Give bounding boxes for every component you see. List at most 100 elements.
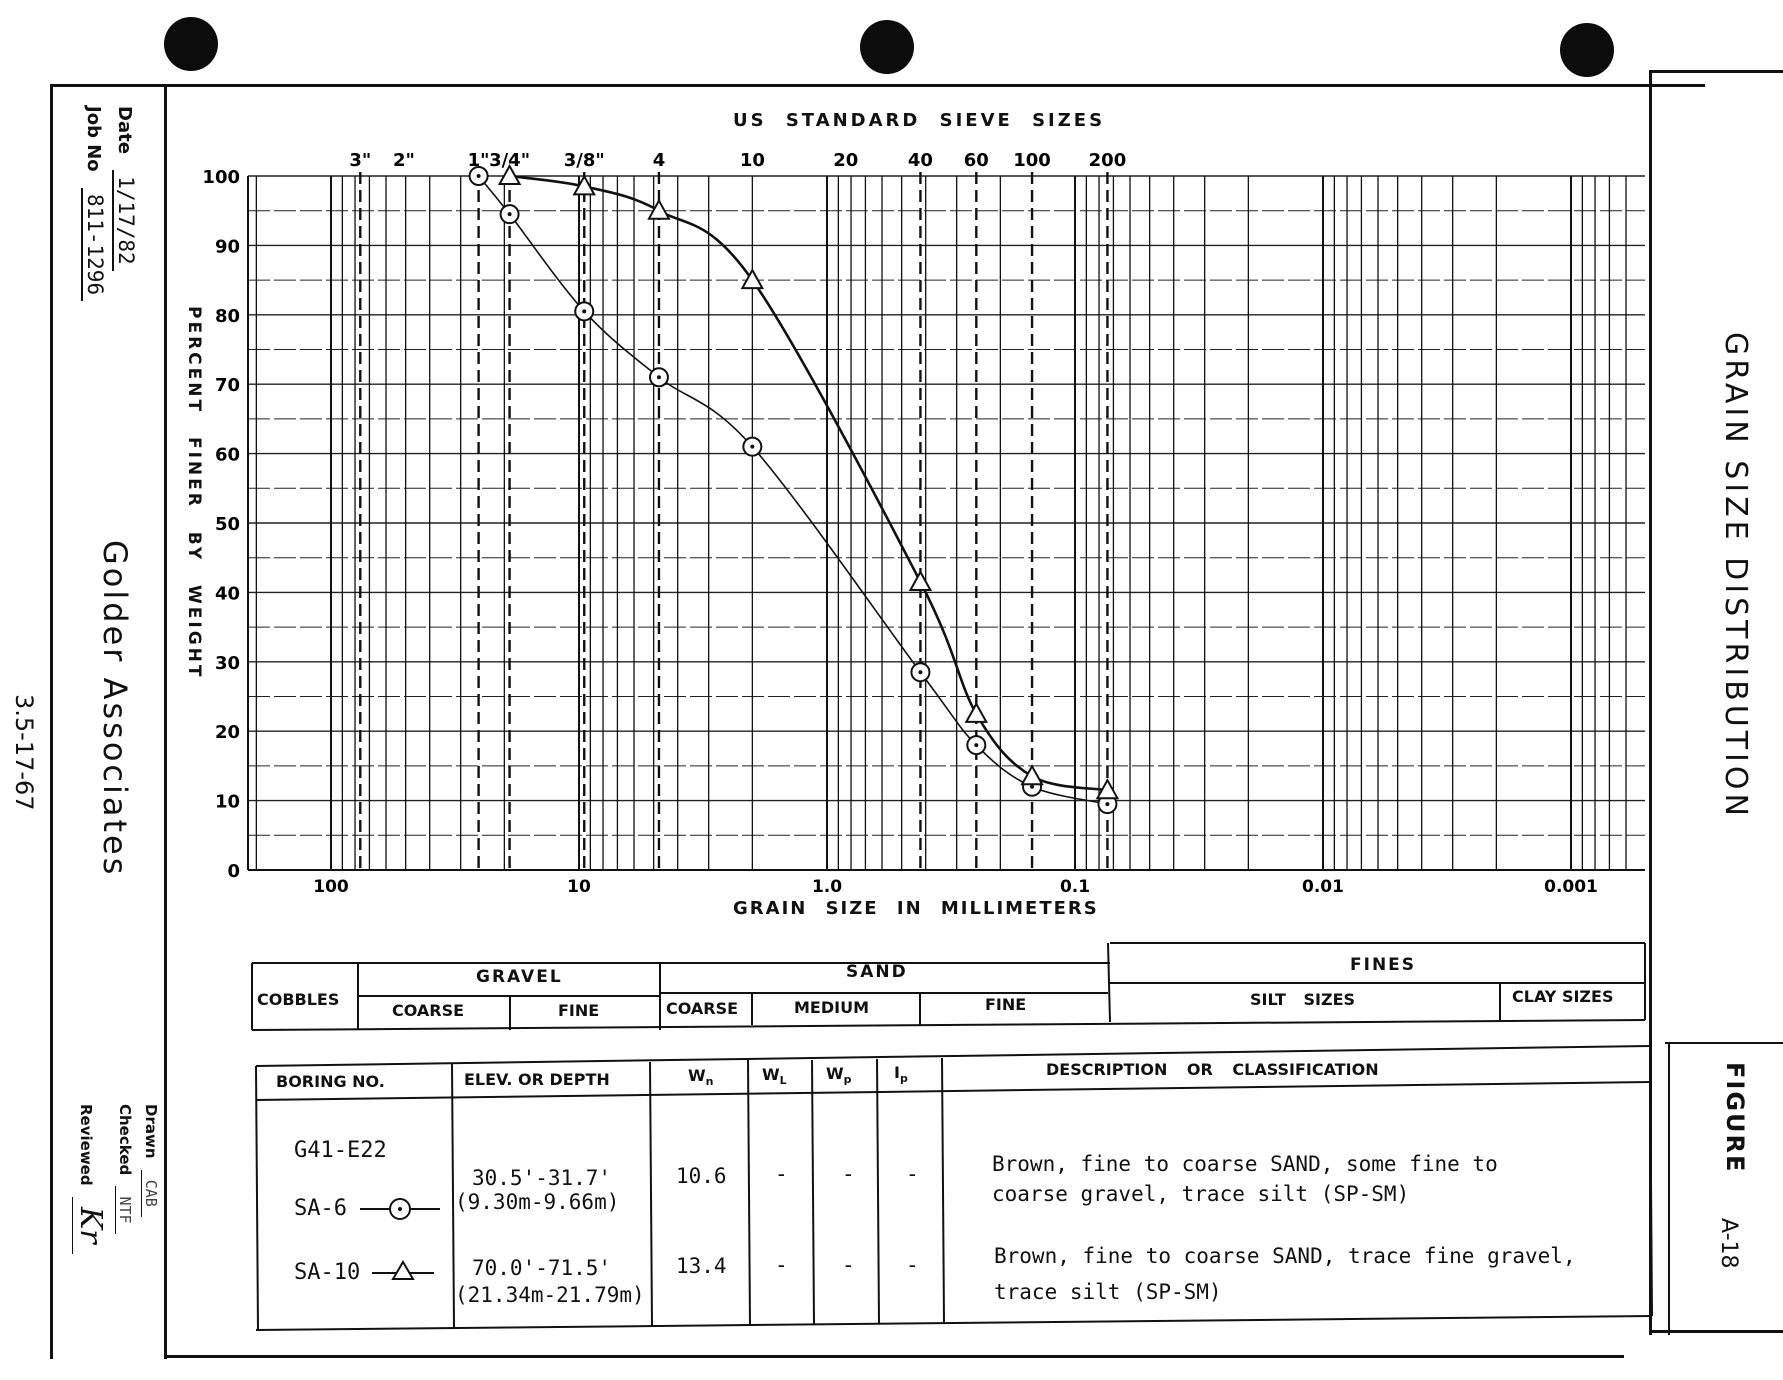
punch-hole-left: [164, 17, 218, 71]
x-tick-label: 1.0: [812, 877, 842, 897]
silt-sizes-label: SILT SIZES: [1250, 990, 1356, 1009]
y-tick-label: 90: [215, 236, 240, 257]
sa10-legend-symbol: [372, 1260, 434, 1280]
sheet-top-border: [50, 84, 1705, 87]
sa10-ip: -: [906, 1253, 919, 1277]
series-sa-6-point-dot: [507, 212, 512, 217]
series-sa-10-point: [908, 569, 933, 591]
series-sa-6-point-dot: [750, 444, 755, 449]
sa6-description-line2: coarse gravel, trace silt (SP-SM): [992, 1182, 1410, 1206]
y-tick-label: 0: [227, 861, 240, 882]
sample-sa6-id: SA-6: [294, 1196, 347, 1221]
sieve-label: 200: [1089, 150, 1127, 171]
header-boring-no: BORING NO.: [276, 1072, 385, 1091]
series-sa-10-point: [497, 163, 522, 185]
series-sa-6-point-dot: [1105, 802, 1110, 807]
y-tick-label: 20: [215, 722, 240, 743]
figure-block-left: [1668, 1042, 1670, 1335]
x-tick-label: 0.001: [1544, 877, 1598, 897]
sieve-label: 4: [653, 150, 666, 171]
header-wp-sub: p: [843, 1073, 852, 1087]
series-sa-10-point: [647, 198, 671, 220]
series-sa-10-line: [509, 174, 1108, 792]
sa6-wn: 10.6: [676, 1164, 727, 1188]
clay-sizes-label: CLAY SIZES: [1512, 987, 1614, 1006]
y-tick-label: 10: [215, 792, 240, 813]
sa10-elev-ft: 70.0'-71.5': [472, 1256, 612, 1280]
sa6-elev-ft: 30.5'-31.7': [472, 1166, 612, 1190]
header-description: DESCRIPTION OR CLASSIFICATION: [1046, 1060, 1379, 1079]
sa6-elev-m: (9.30m-9.66m): [455, 1190, 620, 1214]
header-wl-sub: L: [779, 1074, 787, 1088]
series-sa-10-point: [964, 701, 989, 723]
sample-sa10-id: SA-10: [294, 1260, 361, 1285]
sheet-right-bottom: [1650, 1330, 1783, 1333]
sand-medium-label: MEDIUM: [794, 998, 869, 1017]
punch-hole-center: [860, 20, 914, 74]
sieve-label: 60: [964, 150, 989, 171]
sieve-label: 3/8": [564, 150, 605, 171]
gravel-label: GRAVEL: [476, 967, 563, 987]
header-ip: Ip: [894, 1063, 908, 1085]
y-tick-label: 100: [202, 167, 240, 188]
header-wp: Wp: [826, 1064, 852, 1086]
title-block-divider: [1665, 1042, 1783, 1044]
boring-id: G41-E22: [294, 1138, 387, 1163]
sand-fine-label: FINE: [985, 995, 1027, 1014]
gravel-coarse-label: COARSE: [392, 1001, 465, 1020]
sa10-description-line2: trace silt (SP-SM): [994, 1280, 1222, 1304]
sa6-legend-symbol: [360, 1198, 440, 1220]
sieve-label: 20: [833, 150, 858, 171]
sieve-label: 2": [393, 150, 415, 171]
sa10-wn: 13.4: [676, 1254, 727, 1278]
x-tick-label: 100: [313, 877, 349, 897]
sa6-wp: -: [842, 1162, 855, 1186]
header-wn-sub: n: [705, 1075, 714, 1089]
chart-labels: 0 10 20 30 40 50 60 70 80 90 100 100 10 1.0 0.1 0.01 0.0…: [202, 150, 1597, 897]
sand-label: SAND: [846, 962, 908, 982]
sieve-label: 3/4": [489, 150, 530, 171]
sieve-label: 10: [740, 150, 765, 171]
sand-coarse-label: COARSE: [666, 999, 739, 1018]
sa6-wl: -: [775, 1162, 788, 1186]
header-wn: Wn: [688, 1066, 714, 1088]
punch-hole-right: [1560, 23, 1614, 77]
y-tick-label: 40: [215, 583, 240, 604]
series-sa-6-point-dot: [476, 174, 481, 178]
sa10-wp: -: [842, 1253, 855, 1277]
x-tick-label: 0.01: [1302, 877, 1344, 897]
y-tick-label: 30: [215, 653, 240, 674]
sieve-lines: [359, 172, 1109, 870]
x-tick-label: 0.1: [1060, 877, 1090, 897]
series-sa-10-point: [1095, 778, 1120, 800]
chart-grid: [247, 175, 1645, 871]
header-ip-sub: p: [899, 1072, 908, 1086]
gravel-fine-label: FINE: [558, 1001, 600, 1020]
series-sa-10-point: [740, 268, 765, 290]
fines-label: FINES: [1350, 955, 1417, 975]
series-sa-6-point-dot: [918, 670, 923, 675]
chart-top-title: US STANDARD SIEVE SIZES: [733, 110, 1106, 131]
sieve-label: 100: [1013, 150, 1051, 171]
sa10-description-line1: Brown, fine to coarse SAND, trace fine g…: [994, 1244, 1576, 1268]
margin-divider-left: [164, 84, 167, 1359]
series-sa-6-point-dot: [1030, 784, 1035, 789]
sieve-label: 40: [908, 150, 933, 171]
y-tick-label: 60: [215, 445, 240, 466]
chart-series: [468, 163, 1120, 815]
sheet-right-top: [1650, 70, 1783, 73]
header-ip-main: I: [894, 1063, 900, 1082]
header-wl-main: W: [762, 1065, 780, 1084]
x-tick-label: 10: [567, 877, 591, 897]
y-tick-label: 50: [215, 514, 240, 535]
sa6-ip: -: [906, 1162, 919, 1186]
sheet-left-border: [50, 84, 53, 1359]
sieve-label: 1": [468, 150, 490, 171]
series-sa-10-point: [572, 174, 596, 196]
header-wp-main: W: [826, 1064, 844, 1083]
sa6-description-line1: Brown, fine to coarse SAND, some fine to: [992, 1152, 1498, 1176]
sheet-bottom-border: [164, 1355, 1624, 1358]
